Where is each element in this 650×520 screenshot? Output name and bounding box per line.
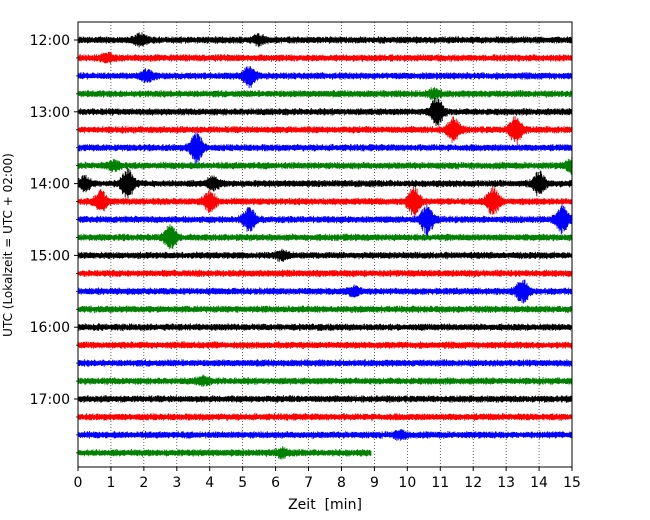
trace-1545 <box>78 305 573 314</box>
trace-group <box>78 32 573 460</box>
trace-1515 <box>78 269 573 278</box>
x-axis-label: Zeit [min] <box>288 497 362 513</box>
x-tick-label-15: 15 <box>563 475 581 491</box>
x-tick-label-1: 1 <box>106 475 115 491</box>
trace-1615 <box>78 341 573 349</box>
y-tick-label-1700: 17:00 <box>30 392 70 408</box>
y-tick-label-1500: 15:00 <box>30 248 70 264</box>
x-tick-label-7: 7 <box>304 475 313 491</box>
y-axis-label: UTC (Lokalzeit = UTC + 02:00) <box>1 153 15 337</box>
x-tick-label-6: 6 <box>271 475 280 491</box>
trace-1500 <box>78 248 573 262</box>
trace-1530 <box>78 279 573 304</box>
trace-1230 <box>78 66 573 89</box>
x-tick-label-12: 12 <box>464 475 482 491</box>
x-tick-label-4: 4 <box>205 475 214 491</box>
y-axis-ticks: 12:00 13:00 14:00 15:00 16:00 17:00 <box>30 33 78 454</box>
trace-1645 <box>78 374 573 387</box>
trace-1215 <box>78 51 573 64</box>
y-tick-label-1400: 14:00 <box>30 177 70 193</box>
x-tick-label-3: 3 <box>172 475 181 491</box>
trace-1445 <box>78 224 573 250</box>
x-tick-label-5: 5 <box>238 475 247 491</box>
trace-1700 <box>78 395 573 403</box>
y-tick-label-1300: 13:00 <box>30 105 70 121</box>
trace-1300 <box>78 97 573 127</box>
trace-1245 <box>78 87 573 100</box>
trace-1745 <box>78 446 372 460</box>
x-tick-label-8: 8 <box>337 475 346 491</box>
trace-1415 <box>78 186 573 217</box>
trace-1345 <box>78 156 573 175</box>
y-tick-label-1600: 16:00 <box>30 320 70 336</box>
trace-1630 <box>78 359 573 367</box>
x-tick-label-0: 0 <box>74 475 83 491</box>
minute-grid <box>110 22 540 467</box>
x-tick-label-9: 9 <box>370 475 379 491</box>
trace-1715 <box>78 413 573 421</box>
plot-frame <box>77 21 573 468</box>
trace-1600 <box>78 323 573 332</box>
trace-1330 <box>78 131 573 164</box>
x-tick-label-11: 11 <box>431 475 449 491</box>
x-tick-label-2: 2 <box>139 475 148 491</box>
y-tick-label-1200: 12:00 <box>30 33 70 49</box>
x-tick-label-14: 14 <box>530 475 548 491</box>
x-axis-ticks: 0 1 2 3 4 5 6 7 8 9 10 11 12 13 14 15 <box>74 467 581 491</box>
trace-1430 <box>78 204 573 237</box>
trace-1400 <box>78 167 573 199</box>
x-tick-label-10: 10 <box>398 475 416 491</box>
trace-1730 <box>78 429 573 441</box>
x-tick-label-13: 13 <box>497 475 515 491</box>
trace-1315 <box>78 116 573 145</box>
trace-1200 <box>78 32 573 48</box>
